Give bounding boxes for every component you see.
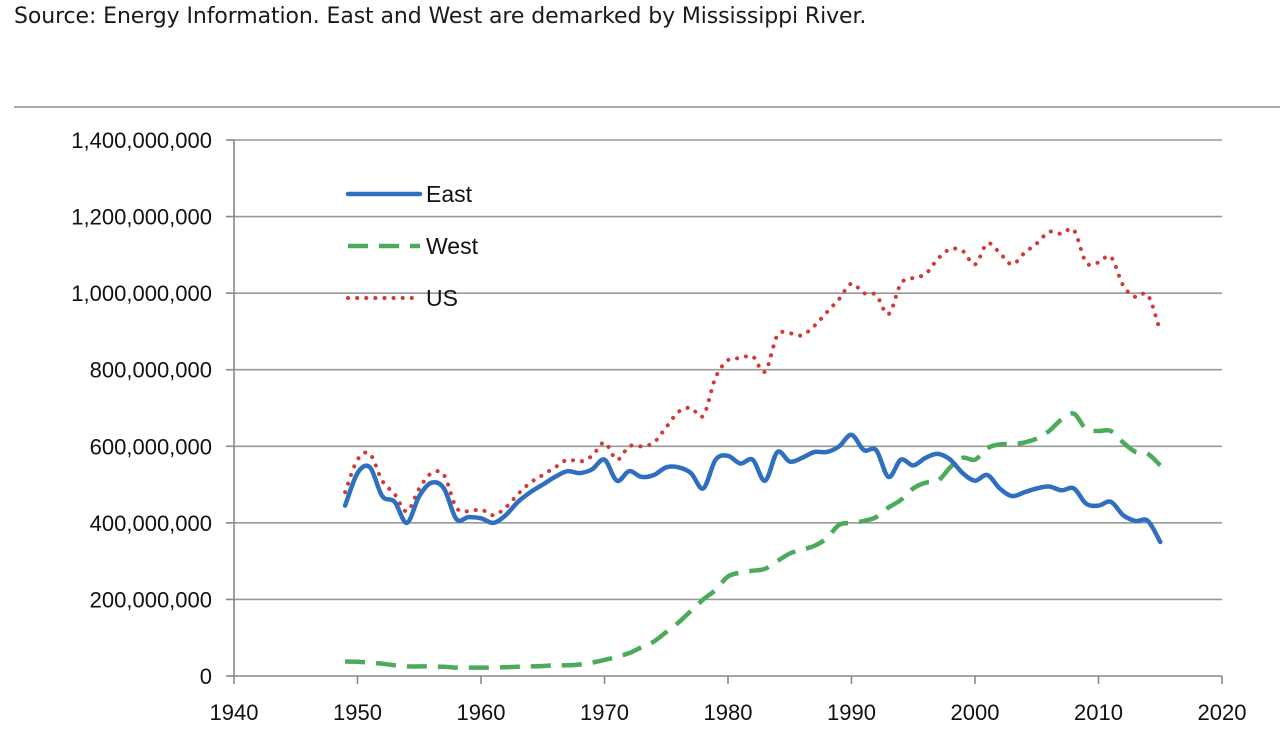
- x-tick-label: 1960: [457, 700, 506, 725]
- x-tick-label: 2020: [1198, 700, 1247, 725]
- y-tick-label: 600,000,000: [90, 434, 212, 459]
- source-caption: Source: Energy Information. East and Wes…: [14, 4, 867, 29]
- legend-label-east: East: [426, 181, 473, 207]
- x-tick-label: 2010: [1074, 700, 1123, 725]
- legend: East West US: [345, 181, 479, 311]
- legend-label-west: West: [426, 233, 479, 259]
- x-tick-label: 2000: [951, 700, 1000, 725]
- x-tick-label: 1950: [333, 700, 382, 725]
- grid-lines: [234, 139, 1222, 601]
- header-rule: [14, 106, 1280, 108]
- series-line-west: [345, 411, 1162, 670]
- series-line-us: [343, 226, 1163, 518]
- x-tick-label: 1990: [827, 700, 876, 725]
- y-tick-label: 800,000,000: [90, 358, 212, 383]
- x-tick-labels: 1940 1950 1960 1970 1980 1990 2000 2010 2020: [210, 700, 1247, 725]
- axes: [226, 139, 1223, 684]
- y-tick-label: 0: [200, 664, 212, 689]
- series-lines: [342, 226, 1163, 670]
- y-tick-label: 1,200,000,000: [71, 205, 212, 230]
- legend-label-us: US: [426, 285, 458, 311]
- x-tick-label: 1980: [704, 700, 753, 725]
- y-tick-label: 200,000,000: [90, 587, 212, 612]
- y-tick-label: 400,000,000: [90, 511, 212, 536]
- y-tick-label: 1,000,000,000: [71, 281, 212, 306]
- x-tick-label: 1940: [210, 700, 259, 725]
- y-tick-label: 1,400,000,000: [71, 128, 212, 153]
- y-tick-labels: 0 200,000,000 400,000,000 600,000,000 800,00…: [71, 128, 212, 689]
- x-tick-label: 1970: [580, 700, 629, 725]
- series-line-east: [342, 432, 1163, 545]
